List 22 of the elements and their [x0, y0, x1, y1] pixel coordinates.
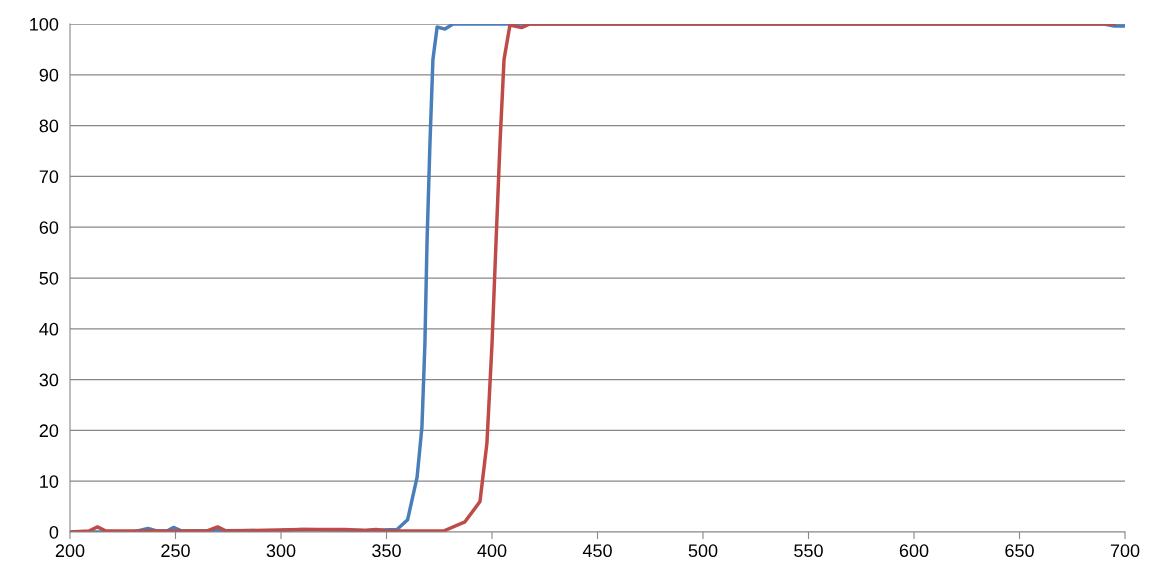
x-tick-label: 600	[899, 544, 929, 558]
y-tick-label: 10	[40, 475, 59, 488]
y-tick-label: 30	[39, 373, 59, 387]
x-tick-label: 550	[794, 544, 823, 558]
y-tick-label: 80	[39, 119, 59, 133]
y-tick-label: 40	[39, 322, 59, 336]
x-tick-label: 300	[266, 544, 296, 558]
y-tick-label: 20	[39, 424, 59, 438]
y-tick-label: 90	[39, 68, 59, 82]
x-tick-label: 250	[161, 544, 190, 558]
x-tick-label: 500	[688, 544, 718, 558]
y-tick-label: 0	[49, 525, 59, 539]
y-tick-label: 100	[30, 17, 59, 31]
x-tick-label: 200	[55, 544, 85, 558]
x-tick-label: 650	[1005, 544, 1034, 558]
x-tick-label: 450	[582, 544, 612, 558]
y-tick-label: 60	[39, 221, 59, 234]
x-tick-label: 400	[477, 544, 507, 558]
y-tick-label: 70	[39, 170, 59, 184]
x-tick-label: 350	[372, 544, 401, 558]
x-tick-label: 700	[1110, 544, 1140, 558]
y-tick-label: 50	[39, 271, 59, 285]
